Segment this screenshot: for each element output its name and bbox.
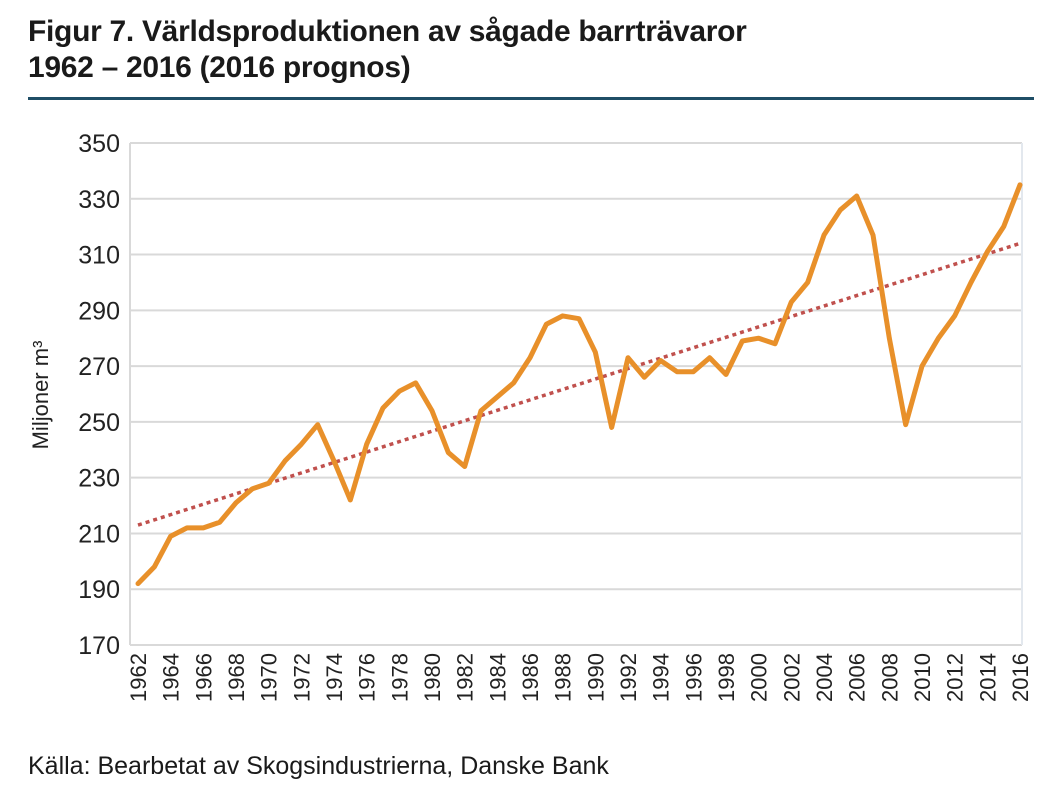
- x-tick-label: 2004: [812, 653, 837, 702]
- x-tick-label: 1962: [126, 653, 151, 702]
- x-tick-label: 1990: [583, 653, 608, 702]
- trendline-path: [137, 241, 1021, 527]
- y-tick-label: 210: [78, 520, 120, 548]
- x-tick-label: 2008: [877, 653, 902, 702]
- gridlines: [129, 142, 1023, 646]
- x-tick-label: 2016: [1008, 653, 1033, 702]
- x-tick-label: 1964: [159, 653, 184, 702]
- x-tick-label: 1972: [289, 653, 314, 702]
- y-tick-label: 350: [78, 130, 120, 158]
- x-tick-label: 1992: [616, 653, 641, 702]
- y-tick-label: 230: [78, 465, 120, 493]
- chart-title: Figur 7. Världsproduktionen av sågade ba…: [28, 14, 747, 86]
- x-tick-label: 2000: [747, 653, 772, 702]
- y-tick-label: 330: [78, 186, 120, 214]
- x-tick-label: 1980: [420, 653, 445, 702]
- y-tick-label: 270: [78, 353, 120, 381]
- y-tick-label: 310: [78, 242, 120, 270]
- x-tick-label: 1974: [322, 653, 347, 702]
- trendline: [137, 241, 1021, 527]
- x-tick-label: 1998: [714, 653, 739, 702]
- x-tick-label: 1994: [649, 653, 674, 702]
- y-tick-label: 290: [78, 297, 120, 325]
- title-line-2: 1962 – 2016 (2016 prognos): [28, 51, 411, 84]
- x-tick-label: 1988: [551, 653, 576, 702]
- x-tick-label: 1978: [387, 653, 412, 702]
- y-tick-labels: 170 190 210 230 250 270 290 310 330 350: [78, 130, 120, 660]
- x-tick-label: 2014: [975, 653, 1000, 702]
- title-line-1: Figur 7. Världsproduktionen av sågade ba…: [28, 15, 747, 48]
- x-tick-label: 1986: [518, 653, 543, 702]
- x-tick-label: 1968: [224, 653, 249, 702]
- x-tick-label: 2012: [943, 653, 968, 702]
- x-tick-label: 2010: [910, 653, 935, 702]
- y-tick-label: 190: [78, 576, 120, 604]
- x-tick-label: 2002: [779, 653, 804, 702]
- x-tick-label: 1984: [485, 653, 510, 702]
- x-tick-label: 1996: [681, 653, 706, 702]
- x-tick-label: 1976: [355, 653, 380, 702]
- y-axis-label: Miljoner m³: [28, 341, 53, 450]
- y-tick-label: 170: [78, 632, 120, 660]
- series-polyline: [135, 182, 1023, 587]
- x-tick-label: 1982: [453, 653, 478, 702]
- source-note: Källa: Bearbetat av Skogsindustrierna, D…: [28, 752, 609, 780]
- x-tick-labels: 1962 1964 1966 1968 1970 1972 1974 1976 1978 1980…: [126, 653, 1033, 702]
- x-tick-label: 1966: [191, 653, 216, 702]
- x-tick-label: 2006: [845, 653, 870, 702]
- series-line: [135, 182, 1023, 587]
- x-tick-label: 1970: [257, 653, 282, 702]
- title-rule: [28, 97, 1034, 100]
- y-tick-label: 250: [78, 409, 120, 437]
